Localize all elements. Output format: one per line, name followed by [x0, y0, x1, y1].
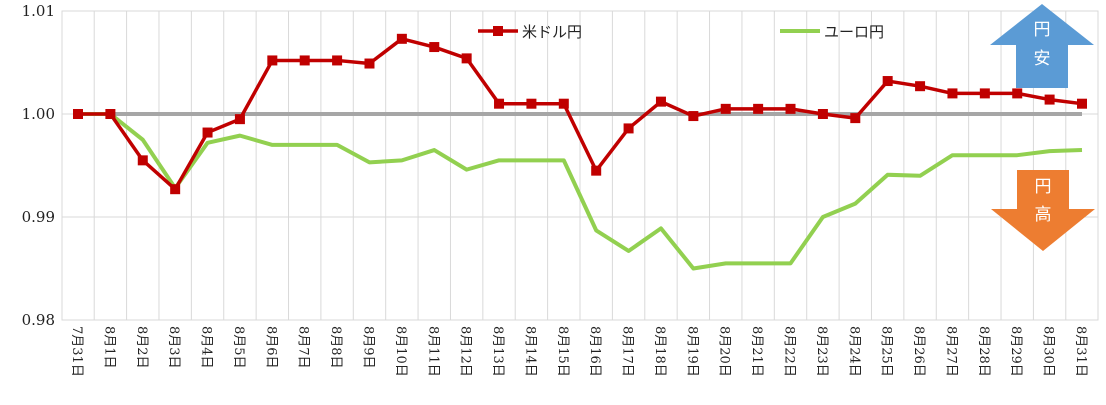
x-tick-label: 8月21日	[749, 326, 764, 377]
x-tick-label: 8月11日	[425, 326, 440, 377]
x-tick-label: 8月7日	[296, 326, 311, 369]
data-point-usd-jpy	[947, 88, 958, 99]
x-tick-label: 8月6日	[263, 326, 278, 369]
x-tick-label: 8月25日	[879, 326, 894, 377]
gridlines	[61, 10, 1099, 321]
legend: 米ドル円 ユーロ円	[478, 23, 884, 41]
data-point-usd-jpy	[655, 96, 666, 107]
data-point-usd-jpy	[299, 55, 310, 66]
data-point-usd-jpy	[688, 111, 699, 122]
data-point-usd-jpy	[915, 81, 926, 92]
data-point-usd-jpy	[753, 103, 764, 114]
plot-area-border	[61, 10, 1099, 321]
x-tick-label: 8月10日	[393, 326, 408, 377]
yen-strong-label-char-2: 高	[1035, 205, 1052, 225]
y-axis-ticks: 0.98 0.99 1.00 1.01	[22, 2, 55, 329]
x-tick-label: 8月27日	[943, 326, 958, 377]
data-point-usd-jpy	[817, 109, 828, 119]
legend-label-eur-jpy: ユーロ円	[824, 23, 884, 41]
data-point-usd-jpy	[137, 155, 148, 166]
legend-marker-usd-jpy	[493, 26, 503, 36]
x-tick-label: 8月15日	[555, 326, 570, 377]
data-point-usd-jpy	[623, 123, 634, 134]
data-point-usd-jpy	[267, 55, 278, 66]
data-point-usd-jpy	[1044, 94, 1055, 105]
x-tick-label: 8月28日	[976, 326, 991, 377]
x-tick-label: 8月23日	[814, 326, 829, 377]
data-point-usd-jpy	[364, 58, 375, 69]
y-tick-label: 0.99	[22, 208, 55, 226]
data-point-usd-jpy	[234, 114, 245, 125]
x-tick-label: 8月30日	[1041, 326, 1056, 377]
data-point-usd-jpy	[396, 33, 407, 44]
series-line-usd-jpy	[78, 37, 1083, 191]
data-point-usd-jpy	[461, 53, 472, 64]
data-point-usd-jpy	[882, 76, 893, 87]
data-point-usd-jpy	[850, 113, 861, 124]
x-tick-label: 8月31日	[1073, 326, 1088, 377]
x-tick-label: 8月16日	[587, 326, 602, 377]
yen-strong-arrow	[991, 170, 1095, 251]
x-tick-label: 8月5日	[231, 326, 246, 369]
x-tick-label: 8月14日	[522, 326, 537, 377]
x-tick-label: 8月17日	[620, 326, 635, 377]
data-point-usd-jpy	[785, 103, 796, 114]
x-tick-label: 7月31日	[69, 326, 84, 377]
y-tick-label: 1.00	[22, 105, 55, 123]
x-tick-label: 8月13日	[490, 326, 505, 377]
x-tick-label: 8月24日	[846, 326, 861, 377]
data-point-usd-jpy	[332, 55, 343, 66]
data-point-usd-jpy	[73, 109, 83, 119]
y-tick-label: 0.98	[22, 311, 55, 329]
x-tick-label: 8月9日	[360, 326, 375, 369]
x-tick-label: 8月1日	[101, 326, 116, 369]
data-point-usd-jpy	[202, 127, 213, 138]
data-point-usd-jpy	[1012, 88, 1023, 99]
x-tick-label: 8月18日	[652, 326, 667, 377]
x-tick-label: 8月8日	[328, 326, 343, 369]
data-point-usd-jpy	[1077, 98, 1087, 109]
data-point-usd-jpy	[105, 109, 116, 119]
x-tick-label: 8月3日	[166, 326, 181, 369]
x-tick-label: 8月29日	[1008, 326, 1023, 377]
y-tick-label: 1.01	[22, 2, 55, 20]
data-point-usd-jpy	[558, 98, 569, 109]
yen-weak-arrow	[990, 4, 1094, 88]
x-axis-ticks: 7月31日 8月1日 8月2日 8月3日 8月4日 8月5日 8月6日 8月7日 8月8日 8月9…	[69, 326, 1088, 377]
series-group	[73, 33, 1087, 271]
legend-label-usd-jpy: 米ドル円	[522, 23, 582, 41]
x-tick-label: 8月26日	[911, 326, 926, 377]
data-point-usd-jpy	[494, 98, 505, 109]
data-point-usd-jpy	[720, 103, 731, 114]
yen-weak-label-char-1: 円	[1034, 20, 1051, 40]
x-tick-label: 8月4日	[199, 326, 214, 369]
data-point-usd-jpy	[526, 98, 537, 109]
yen-strong-label-char-1: 円	[1035, 177, 1052, 197]
x-tick-label: 8月19日	[684, 326, 699, 377]
data-point-usd-jpy	[429, 42, 440, 53]
x-tick-label: 8月20日	[717, 326, 732, 377]
x-tick-label: 8月12日	[458, 326, 473, 377]
x-tick-label: 8月2日	[134, 326, 149, 369]
yen-weak-label-char-2: 安	[1034, 49, 1051, 69]
series-line-eur-jpy	[78, 112, 1083, 271]
x-tick-label: 8月22日	[782, 326, 797, 377]
data-point-usd-jpy	[591, 165, 602, 176]
data-point-usd-jpy	[979, 88, 990, 99]
data-point-usd-jpy	[170, 184, 181, 195]
